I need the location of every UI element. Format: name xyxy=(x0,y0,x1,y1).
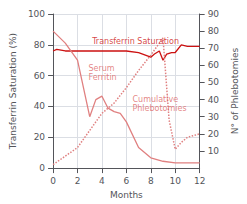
svg-text:Phlebotomies: Phlebotomies xyxy=(132,104,186,113)
svg-text:40: 40 xyxy=(208,95,220,105)
svg-text:50: 50 xyxy=(208,77,220,87)
svg-text:Ferritin: Ferritin xyxy=(88,73,116,82)
svg-text:60: 60 xyxy=(208,60,220,70)
svg-text:60: 60 xyxy=(34,71,46,81)
svg-text:Months: Months xyxy=(110,190,143,200)
svg-text:Transferrin Saturation (%): Transferrin Saturation (%) xyxy=(8,33,18,150)
svg-text:0: 0 xyxy=(39,163,45,173)
svg-text:Serum: Serum xyxy=(88,64,114,73)
svg-text:100: 100 xyxy=(28,9,45,19)
svg-text:90: 90 xyxy=(208,9,220,19)
svg-text:80: 80 xyxy=(34,40,46,50)
svg-text:0: 0 xyxy=(50,176,56,186)
svg-text:30: 30 xyxy=(208,112,220,122)
svg-text:2: 2 xyxy=(75,176,81,186)
svg-text:20: 20 xyxy=(208,129,220,139)
svg-text:N° of Phlebotomies: N° of Phlebotomies xyxy=(230,47,240,134)
svg-text:80: 80 xyxy=(208,26,220,36)
svg-text:10: 10 xyxy=(169,176,181,186)
svg-text:70: 70 xyxy=(208,43,220,53)
svg-text:Transferrin Saturation: Transferrin Saturation xyxy=(91,37,179,46)
svg-text:10: 10 xyxy=(208,146,220,156)
svg-text:Cumulative: Cumulative xyxy=(132,95,178,104)
svg-text:8: 8 xyxy=(148,176,154,186)
svg-text:6: 6 xyxy=(123,176,129,186)
svg-text:4: 4 xyxy=(99,176,105,186)
svg-text:12: 12 xyxy=(194,176,205,186)
svg-text:40: 40 xyxy=(34,101,46,111)
svg-text:20: 20 xyxy=(34,132,46,142)
